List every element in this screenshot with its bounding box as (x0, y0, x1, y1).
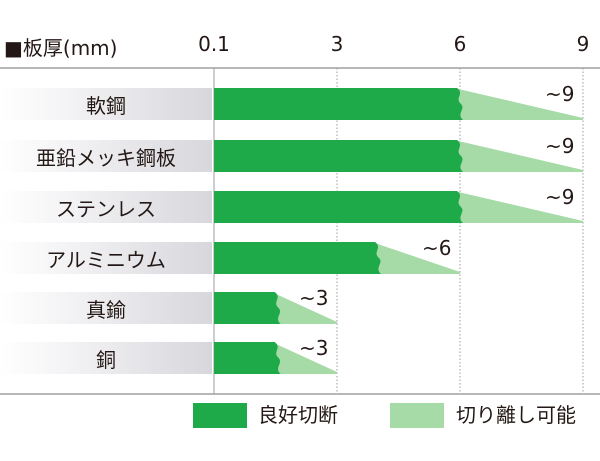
bar-separable-5 (271, 342, 337, 374)
legend-swatch-good-cut (193, 403, 247, 428)
bar-separable-1 (454, 140, 583, 172)
row-label-2: ステンレス (0, 191, 212, 223)
bar-good-cut-1 (214, 140, 463, 172)
end-label-3: ~6 (422, 236, 452, 260)
tick-label-3: 9 (576, 32, 590, 56)
bar-separable-2 (454, 191, 583, 223)
bar-good-cut-4 (214, 292, 281, 324)
tick-label-1: 3 (330, 32, 344, 56)
tick-label-2: 6 (453, 32, 467, 56)
end-label-0: ~9 (545, 82, 575, 106)
end-label-1: ~9 (545, 134, 575, 158)
bar-separable-3 (372, 242, 460, 274)
bar-good-cut-2 (214, 191, 463, 223)
axis-title: ■板厚(mm) (4, 36, 118, 60)
bar-good-cut-0 (214, 88, 463, 120)
bar-separable-4 (271, 292, 337, 324)
row-label-3: アルミニウム (0, 242, 212, 274)
legend-label-good-cut: 良好切断 (258, 403, 338, 427)
legend-swatch-separable (390, 403, 444, 428)
bar-good-cut-5 (214, 342, 281, 374)
bar-separable-0 (454, 88, 583, 120)
row-label-5: 銅 (0, 342, 212, 374)
bar-good-cut-3 (214, 242, 381, 274)
row-label-0: 軟鋼 (0, 88, 212, 120)
row-label-1: 亜鉛メッキ鋼板 (0, 140, 212, 172)
end-label-2: ~9 (545, 185, 575, 209)
end-label-5: ~3 (299, 336, 329, 360)
row-label-4: 真鍮 (0, 292, 212, 324)
end-label-4: ~3 (299, 286, 329, 310)
tick-label-0: 0.1 (198, 32, 230, 56)
legend-label-separable: 切り離し可能 (456, 403, 576, 427)
